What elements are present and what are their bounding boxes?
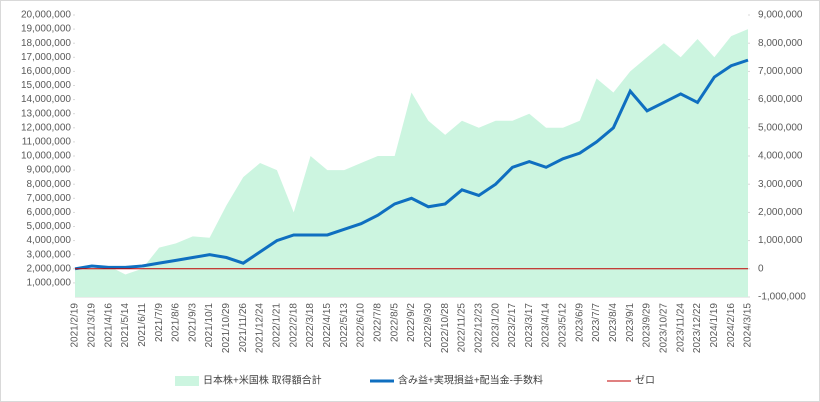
x-tick-label: 2023/1/20 xyxy=(490,303,501,348)
x-tick-label: 2022/9/2 xyxy=(406,303,417,342)
x-tick-label: 2021/10/29 xyxy=(221,303,232,353)
x-tick-label: 2023/2/17 xyxy=(507,303,518,348)
x-tick-label: 2021/12/24 xyxy=(255,303,266,353)
y-tick-label: 10,000,000 xyxy=(21,151,71,162)
y2-tick-label: 8,000,000 xyxy=(758,38,803,49)
x-tick-label: 2023/7/7 xyxy=(591,303,602,342)
y2-tick-label: 1,000,000 xyxy=(758,235,803,246)
y2-tick-label: -1,000,000 xyxy=(758,292,806,303)
y-tick-label: 6,000,000 xyxy=(27,207,72,218)
line xyxy=(74,58,749,271)
y-tick-label: 15,000,000 xyxy=(21,80,71,91)
x-tick-label: 2022/10/28 xyxy=(440,303,451,353)
x-tick-label: 2022/4/15 xyxy=(322,303,333,348)
x-tick-label: 2023/10/27 xyxy=(659,303,670,353)
legend-label: 含み益+実現損益+配当金-手数料 xyxy=(398,374,543,387)
x-tick-label: 2023/11/24 xyxy=(675,303,686,353)
x-tick-label: 2023/6/9 xyxy=(574,303,585,342)
x-tick-label: 2021/10/1 xyxy=(204,303,215,348)
x-tick-label: 2021/8/6 xyxy=(171,303,182,342)
x-tick-label: 2023/3/17 xyxy=(524,303,535,348)
y-tick-label: 9,000,000 xyxy=(27,165,72,176)
y-tick-label: 2,000,000 xyxy=(27,263,72,274)
y-tick-label: 3,000,000 xyxy=(27,249,72,260)
y2-tick-label: 9,000,000 xyxy=(758,10,803,21)
x-tick-label: 2021/9/3 xyxy=(187,303,198,342)
x-tick-label: 2022/3/18 xyxy=(305,303,316,348)
y-tick-label: 19,000,000 xyxy=(21,24,71,35)
x-tick-label: 2023/9/29 xyxy=(642,303,653,348)
y-tick-label: 8,000,000 xyxy=(27,179,72,190)
x-tick-label: 2022/8/5 xyxy=(389,303,400,342)
x-tick-label: 2022/7/8 xyxy=(372,303,383,342)
x-tick-label: 2024/3/15 xyxy=(743,303,754,348)
y-tick-label: 20,000,000 xyxy=(21,10,71,21)
legend-label: 日本株+米国株 取得額合計 xyxy=(203,374,322,387)
y2-tick-label: 4,000,000 xyxy=(758,151,803,162)
legend-label: ゼロ xyxy=(635,375,655,387)
x-tick-label: 2022/2/18 xyxy=(288,303,299,348)
y2-tick-label: 5,000,000 xyxy=(758,122,803,133)
x-tick-label: 2022/1/21 xyxy=(272,303,283,348)
x-tick-label: 2022/9/30 xyxy=(423,303,434,348)
y-tick-label: 17,000,000 xyxy=(21,52,71,63)
y2-tick-label: 3,000,000 xyxy=(758,179,803,190)
x-tick-label: 2021/6/11 xyxy=(137,303,148,347)
y2-tick-label: 0 xyxy=(758,263,764,274)
x-tick-label: 2021/3/19 xyxy=(86,303,97,348)
x-tick-label: 2023/4/14 xyxy=(541,303,552,348)
y-tick-label: 13,000,000 xyxy=(21,108,71,119)
x-tick-label: 2022/11/25 xyxy=(457,303,468,353)
legend-swatch xyxy=(175,376,199,386)
area xyxy=(75,29,748,297)
x-tick-label: 2023/5/12 xyxy=(558,303,569,348)
y-tick-label: 4,000,000 xyxy=(27,235,72,246)
x-tick-label: 2021/5/14 xyxy=(120,303,131,348)
x-tick-label: 2022/12/23 xyxy=(473,303,484,353)
y-tick-label: 7,000,000 xyxy=(27,193,72,204)
x-tick-label: 2023/8/4 xyxy=(608,303,619,342)
x-tick-label: 2021/7/9 xyxy=(154,303,165,342)
y-tick-label: 11,000,000 xyxy=(22,137,72,148)
x-tick-label: 2023/9/1 xyxy=(625,303,636,342)
x-tick-label: 2021/2/19 xyxy=(70,303,81,348)
y-tick-label: 14,000,000 xyxy=(21,94,71,105)
x-tick-label: 2023/12/22 xyxy=(692,303,703,353)
x-tick-label: 2024/2/16 xyxy=(726,303,737,348)
x-tick-label: 2022/5/13 xyxy=(339,303,350,348)
y2-tick-label: 6,000,000 xyxy=(758,94,803,105)
y-tick-label: 16,000,000 xyxy=(21,66,71,77)
x-tick-label: 2021/4/16 xyxy=(103,303,114,348)
y-tick-label: 18,000,000 xyxy=(21,38,71,49)
x-tick-label: 2021/11/26 xyxy=(238,303,249,353)
y2-tick-label: 2,000,000 xyxy=(758,207,803,218)
x-tick-label: 2024/1/19 xyxy=(709,303,720,348)
y-tick-label: 1,000,000 xyxy=(27,278,72,289)
y-tick-label: 5,000,000 xyxy=(27,221,72,232)
y2-tick-label: 7,000,000 xyxy=(758,66,803,77)
x-tick-label: 2022/6/10 xyxy=(356,303,367,348)
y-tick-label: 12,000,000 xyxy=(21,122,71,133)
